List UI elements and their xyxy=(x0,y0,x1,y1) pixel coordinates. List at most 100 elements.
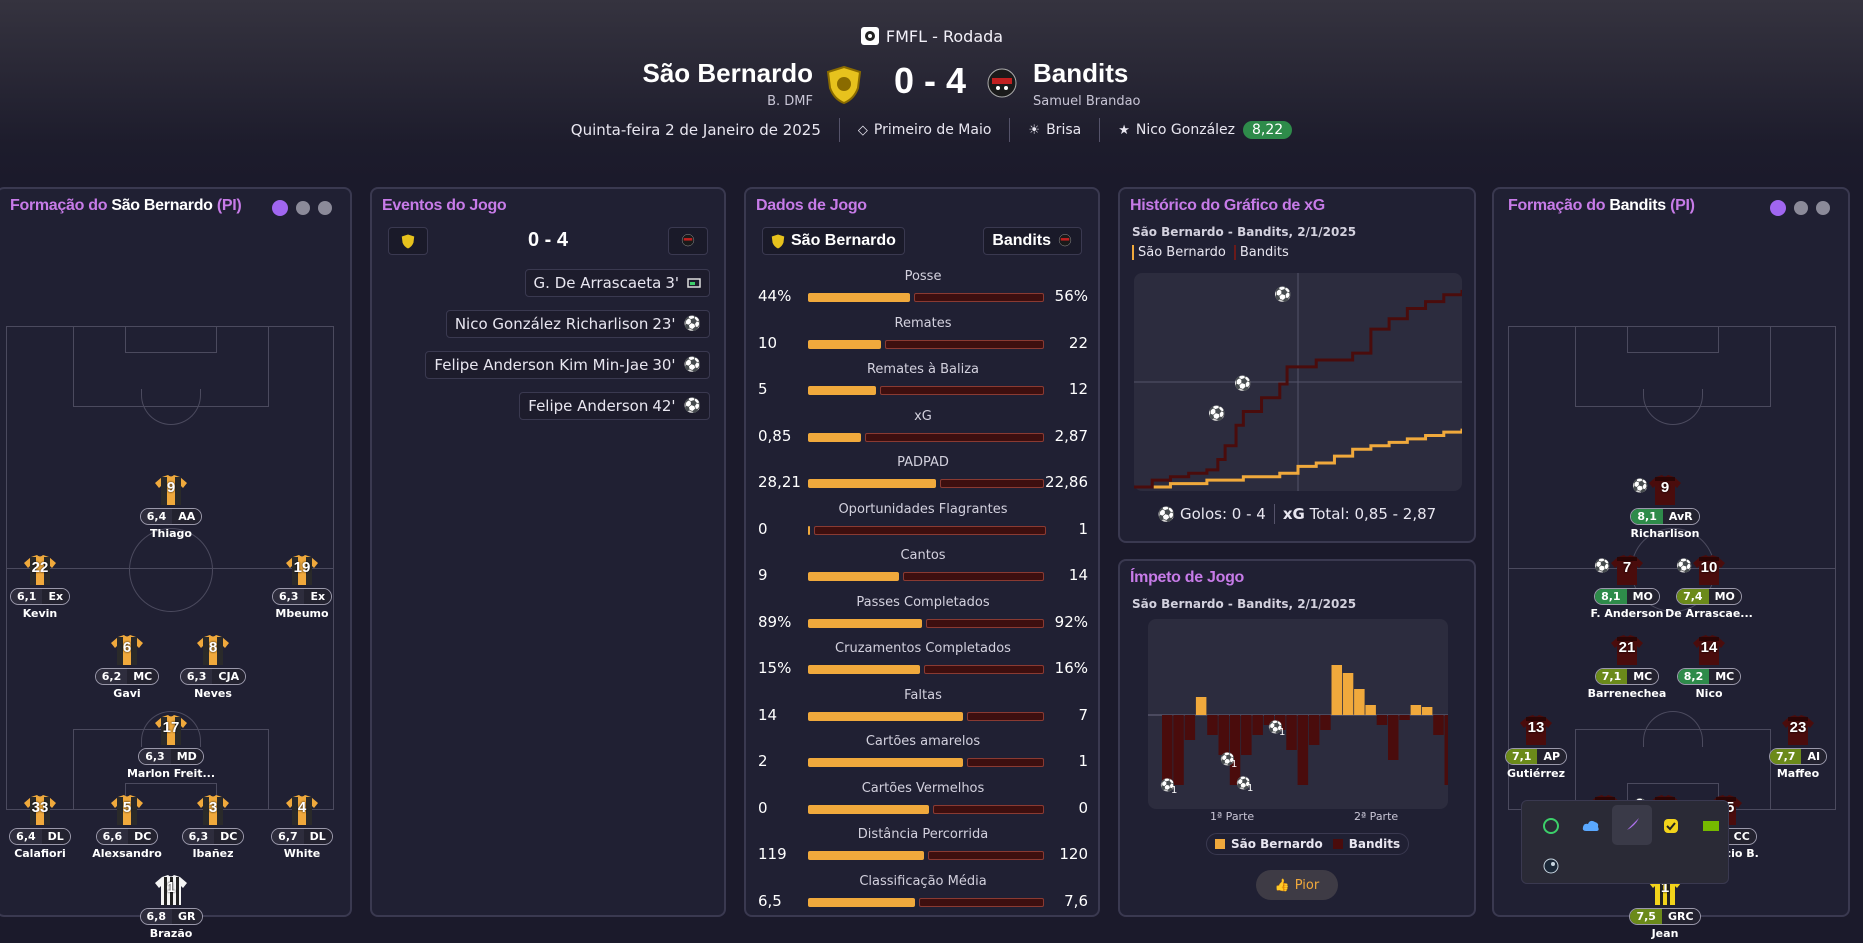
player-home-3[interactable]: 6 6,2 MC Gavi xyxy=(77,635,177,700)
player-home-8[interactable]: 3 6,3 DC Ibañez xyxy=(163,795,263,860)
player-position: AA xyxy=(172,509,202,524)
stats-home-team: São Bernardo xyxy=(762,227,905,255)
feather-icon[interactable] xyxy=(1612,805,1652,845)
rating-pill: 6,3 Ex xyxy=(271,588,333,605)
player-home-5[interactable]: 17 6,3 MD Marlon Freit... xyxy=(121,715,221,780)
potm-name[interactable]: Nico González xyxy=(1135,122,1236,138)
stat-home-value: 5 xyxy=(758,380,768,398)
stat-away-value: 2,87 xyxy=(1054,426,1088,445)
player-home-9[interactable]: 4 6,7 DL White xyxy=(252,795,352,860)
xg-goal-marker: ⚽ xyxy=(1273,286,1291,303)
event-row[interactable]: G. De Arrascaeta 3' xyxy=(524,269,710,297)
home-team-name[interactable]: São Bernardo xyxy=(642,58,814,88)
player-name: Calafiori xyxy=(14,847,66,860)
player-away-6[interactable]: 23 7,7 AI Maffeo xyxy=(1748,715,1848,780)
home-lineup-panel: Formação do São Bernardo (PI) 9 6,4 AA Thia… xyxy=(0,187,352,940)
stadium-name: Primeiro de Maio xyxy=(873,122,992,138)
stat-label: Classificação Média xyxy=(859,873,987,889)
stat-row: Distância Percorrida 119 120 xyxy=(758,827,1088,873)
player-home-0[interactable]: 9 6,4 AA Thiago xyxy=(121,475,221,540)
shirt-icon: 5 xyxy=(110,795,144,825)
momentum-goal-count: 1 xyxy=(1279,727,1285,738)
stat-row: Cantos 9 14 xyxy=(758,548,1088,594)
steam-icon[interactable] xyxy=(1536,851,1566,881)
system-tray-popup xyxy=(1521,800,1729,884)
event-text: Felipe Anderson Kim Min-Jae xyxy=(434,356,649,374)
home-crest-icon[interactable] xyxy=(826,65,862,105)
tasks-icon[interactable] xyxy=(1656,811,1686,841)
second-half-label: 2ª Parte xyxy=(1354,810,1399,823)
cloud-icon[interactable] xyxy=(1576,811,1606,841)
momentum-goal-count: 1 xyxy=(1247,783,1253,794)
player-position: MC xyxy=(1709,669,1741,684)
event-row[interactable]: Felipe Anderson 42' ⚽ xyxy=(519,392,710,420)
player-away-4[interactable]: 14 8,2 MC Nico xyxy=(1659,635,1759,700)
shirt-number: 3 xyxy=(208,799,218,816)
shirt-number: 17 xyxy=(162,719,180,736)
away-lineup-pager[interactable] xyxy=(1770,200,1830,216)
stat-home-value: 9 xyxy=(758,566,768,584)
player-position: DC xyxy=(128,829,158,844)
player-home-4[interactable]: 8 6,3 CJA Neves xyxy=(163,635,263,700)
player-name: Barrenechea xyxy=(1587,687,1667,700)
stat-away-value: 56% xyxy=(1054,287,1088,305)
rating-pill: 6,3 DC xyxy=(181,828,245,845)
momentum-chart: ⚽ 1 ⚽ 1 ⚽ 1 ⚽ 1 xyxy=(1148,619,1455,809)
player-position: DC xyxy=(214,829,244,844)
event-row[interactable]: Nico González Richarlison 23' ⚽ xyxy=(445,310,710,338)
away-crest-icon[interactable] xyxy=(984,66,1020,104)
player-position: DL xyxy=(303,829,332,844)
event-minute: 3' xyxy=(665,274,679,292)
shirt-icon: 1 xyxy=(154,875,188,905)
player-home-10[interactable]: 1 6,8 GR Brazão xyxy=(121,875,221,940)
stadium-icon: ◇ xyxy=(857,122,868,138)
player-name: F. Anderson xyxy=(1590,607,1664,620)
player-away-1[interactable]: ⚽ 7 8,1 MO F. Anderson xyxy=(1577,555,1677,620)
stat-label: Remates xyxy=(894,315,952,331)
home-lineup-pager[interactable] xyxy=(272,200,332,216)
player-away-2[interactable]: ⚽ 10 7,4 MO De Arrascae... xyxy=(1659,555,1759,620)
player-home-1[interactable]: 22 6,1 Ex Kevin xyxy=(0,555,90,620)
shirt-number: 21 xyxy=(1618,639,1636,656)
momentum-bar xyxy=(1410,705,1422,715)
player-home-2[interactable]: 19 6,3 Ex Mbeumo xyxy=(252,555,352,620)
player-away-0[interactable]: ⚽ 9 8,1 AvR Richarlison xyxy=(1615,475,1715,540)
xg-goal-marker: ⚽ xyxy=(1233,375,1251,392)
events-score: 0 - 4 xyxy=(527,229,569,251)
stat-row: Cartões amarelos 2 1 xyxy=(758,734,1088,780)
momentum-bar xyxy=(1218,715,1229,755)
home-bar xyxy=(808,665,920,674)
momentum-bar xyxy=(1444,715,1455,785)
away-team-name[interactable]: Bandits xyxy=(1033,58,1129,88)
player-name: Brazão xyxy=(149,927,193,940)
player-away-5[interactable]: 13 7,1 AP Gutiérrez xyxy=(1486,715,1586,780)
momentum-bar xyxy=(1275,715,1286,730)
momentum-goal-marker: ⚽ xyxy=(1159,778,1175,792)
stat-label: PADPAD xyxy=(897,455,949,470)
events-title: Eventos do Jogo xyxy=(382,197,507,214)
stat-bars xyxy=(808,851,1044,860)
worse-button[interactable]: 👍 Pior xyxy=(1256,870,1338,900)
player-name: Marlon Freit... xyxy=(126,767,216,780)
stat-label: Cartões Vermelhos xyxy=(861,780,985,796)
player-away-10[interactable]: 1 7,5 GRC Jean xyxy=(1615,875,1715,940)
event-row[interactable]: Felipe Anderson Kim Min-Jae 30' ⚽ xyxy=(425,351,710,379)
home-lineup-title: Formação do São Bernardo (PI) xyxy=(10,197,242,214)
player-away-3[interactable]: 21 7,1 MC Barrenechea xyxy=(1577,635,1677,700)
thumbs-icon: 👍 xyxy=(1274,878,1290,892)
stat-home-value: 89% xyxy=(758,612,792,631)
rating-pill: 6,8 GR xyxy=(139,908,203,925)
player-name: Maffeo xyxy=(1776,767,1820,780)
nvidia-icon[interactable] xyxy=(1696,811,1726,841)
momentum-bar xyxy=(1308,715,1320,745)
shirt-number: 22 xyxy=(31,559,49,576)
goal-ball-icon: ⚽ xyxy=(1676,559,1693,574)
event-text: G. De Arrascaeta xyxy=(533,274,662,292)
player-position: MO xyxy=(1626,589,1659,604)
whatsapp-icon[interactable] xyxy=(1536,811,1566,841)
player-home-7[interactable]: 5 6,6 DC Alexsandro xyxy=(77,795,177,860)
stat-home-value: 119 xyxy=(758,845,787,863)
match-score: 0 - 4 xyxy=(893,60,967,101)
player-rating: 7,5 xyxy=(1630,909,1662,924)
player-home-6[interactable]: 33 6,4 DL Calafiori xyxy=(0,795,90,860)
